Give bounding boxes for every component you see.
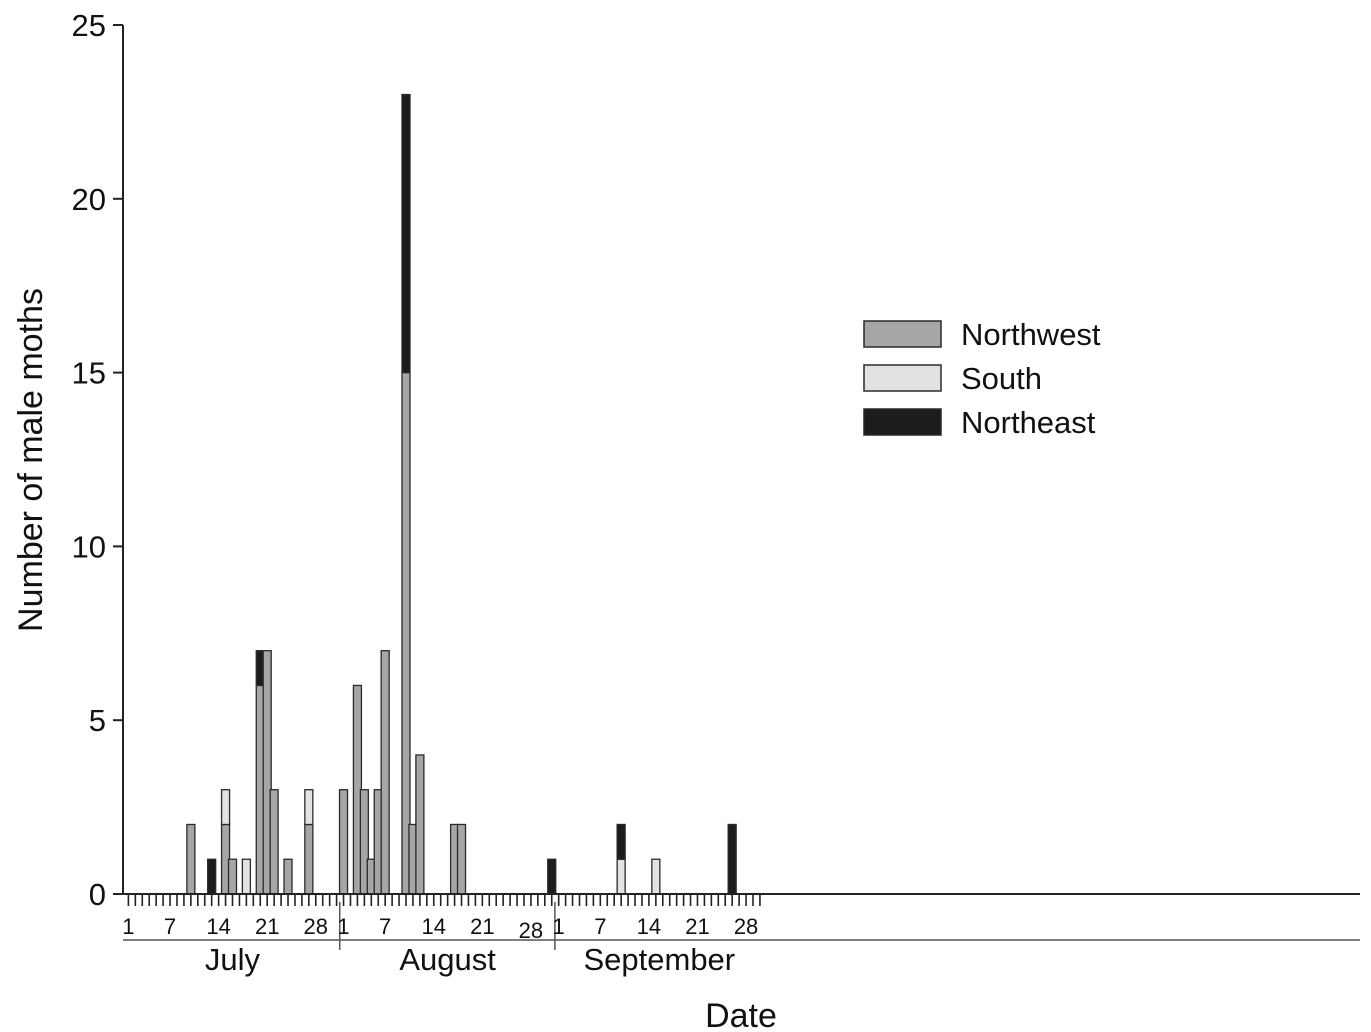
y-tick-label: 25 (72, 8, 106, 43)
legend-swatch-northwest (863, 320, 942, 348)
x-tick-label: 7 (164, 914, 176, 939)
bar-northwest (456, 823, 467, 895)
y-axis-title: Number of male moths (12, 288, 50, 632)
axis-layer (113, 24, 1360, 950)
y-tick-label: 5 (89, 703, 106, 738)
bar-northeast (207, 858, 217, 895)
bar-south (220, 789, 231, 826)
month-label: July (205, 942, 261, 977)
x-tick-label: 21 (685, 914, 709, 939)
month-label: September (583, 942, 735, 977)
bar-northwest (186, 823, 196, 895)
bar-south (304, 789, 314, 826)
bar-northwest (338, 789, 349, 895)
legend-swatch-northeast (863, 408, 942, 436)
legend-swatch-south (863, 364, 942, 392)
legend-label-northeast: Northeast (961, 405, 1096, 440)
x-tick-label: 28 (519, 918, 543, 943)
x-tick-label: 14 (206, 914, 230, 939)
x-tick-label: 7 (379, 914, 391, 939)
bar-northwest (401, 371, 411, 895)
bar-northeast (401, 93, 411, 374)
tick-layer (127, 894, 761, 906)
x-tick-label: 1 (337, 914, 349, 939)
y-tick-label: 0 (89, 877, 106, 912)
x-tick-label: 28 (734, 914, 758, 939)
bar-northeast (547, 858, 557, 895)
y-tick-label: 20 (72, 182, 106, 217)
bar-northwest (227, 858, 238, 895)
bar-northwest (283, 858, 293, 895)
legend: Northwest South Northeast (863, 317, 1101, 440)
y-tick-label: 15 (72, 356, 106, 391)
month-label: August (399, 942, 496, 977)
x-tick-label: 14 (637, 914, 661, 939)
legend-label-northwest: Northwest (961, 317, 1101, 352)
x-tick-label: 1 (122, 914, 134, 939)
bar-layer (186, 93, 737, 895)
bar-south (651, 858, 661, 895)
bar-northeast (727, 823, 737, 895)
x-tick-label: 21 (255, 914, 279, 939)
bar-northeast (616, 823, 626, 860)
label-layer: 0 5 10 15 20 25 1 7 14 21 28 July 1 7 14 21 28 August 1 7 14… (72, 8, 759, 977)
y-tick-label: 10 (72, 529, 106, 564)
x-tick-label: 21 (470, 914, 494, 939)
x-tick-label: 1 (553, 914, 565, 939)
x-tick-label: 14 (422, 914, 446, 939)
bar-northwest (415, 754, 425, 895)
bar-south (616, 858, 626, 895)
x-tick-label: 28 (304, 914, 328, 939)
x-tick-label: 7 (594, 914, 606, 939)
bar-northwest (269, 789, 279, 895)
bar-northwest (304, 823, 314, 895)
bar-northwest (380, 650, 390, 895)
bar-south (241, 858, 252, 895)
x-axis-title: Date (705, 997, 777, 1032)
legend-label-south: South (961, 361, 1042, 396)
